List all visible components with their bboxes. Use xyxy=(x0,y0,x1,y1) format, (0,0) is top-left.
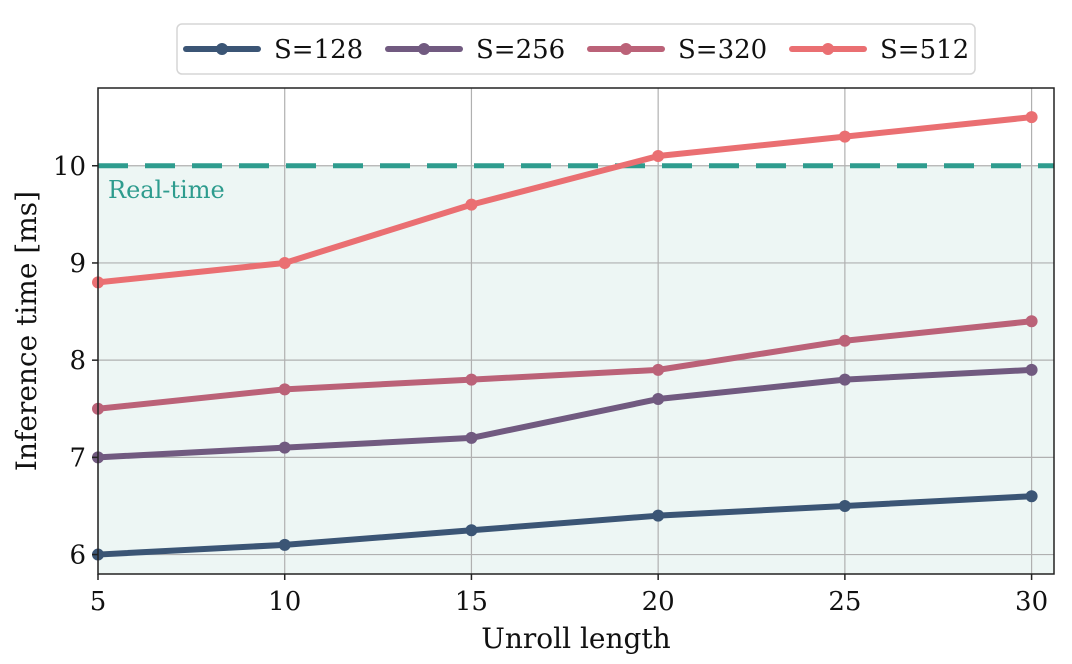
x-tick-label: 5 xyxy=(90,587,107,617)
x-tick-label: 10 xyxy=(268,587,301,617)
legend-marker xyxy=(418,43,430,55)
axis-ticks: 5 10 15 20 25 30 6 7 8 9 10 xyxy=(53,152,1048,617)
series-line-s-128 xyxy=(95,493,1035,558)
legend-label: S=512 xyxy=(880,35,969,65)
legend-label: S=128 xyxy=(274,35,363,65)
y-tick-label: 7 xyxy=(69,443,86,473)
y-axis-label: Inference time [ms] xyxy=(10,191,43,471)
x-axis-label: Unroll length xyxy=(481,622,670,655)
legend-label: S=256 xyxy=(476,35,565,65)
data-point xyxy=(652,509,665,522)
data-point xyxy=(838,130,851,143)
data-point xyxy=(652,363,665,376)
data-point xyxy=(278,441,291,454)
legend: S=128 S=256 S=320 S=512 xyxy=(176,23,976,75)
data-point xyxy=(838,373,851,386)
series-line-s-256 xyxy=(95,366,1035,461)
legend-marker xyxy=(822,43,834,55)
data-point xyxy=(278,538,291,551)
data-point xyxy=(838,499,851,512)
data-point xyxy=(465,431,478,444)
x-tick-label: 15 xyxy=(455,587,488,617)
data-point xyxy=(278,256,291,269)
x-tick-label: 30 xyxy=(1015,587,1048,617)
legend-box xyxy=(176,23,976,75)
real-time-region xyxy=(98,165,1054,574)
data-point xyxy=(278,383,291,396)
legend-marker xyxy=(216,43,228,55)
x-tick-label: 20 xyxy=(642,587,675,617)
legend-marker xyxy=(620,43,632,55)
series-line-s-512 xyxy=(95,114,1035,286)
data-point xyxy=(465,524,478,537)
y-tick-label: 6 xyxy=(69,541,86,571)
y-tick-label: 8 xyxy=(69,346,86,376)
data-point xyxy=(1025,315,1038,328)
x-tick-label: 25 xyxy=(828,587,861,617)
real-time-region-fill xyxy=(98,165,1054,574)
data-point xyxy=(838,334,851,347)
data-point xyxy=(652,393,665,406)
real-time-annotation: Real-time xyxy=(108,176,225,204)
data-point xyxy=(465,373,478,386)
data-point xyxy=(652,150,665,163)
y-tick-label: 9 xyxy=(69,249,86,279)
data-point xyxy=(1025,490,1038,503)
data-point xyxy=(465,198,478,211)
legend-label: S=320 xyxy=(678,35,767,65)
series-lines xyxy=(92,111,1038,561)
data-point xyxy=(1025,363,1038,376)
series-line-s-320 xyxy=(95,318,1035,412)
data-point xyxy=(1025,111,1038,124)
y-tick-label: 10 xyxy=(53,152,86,182)
plot-frame xyxy=(97,87,1055,575)
